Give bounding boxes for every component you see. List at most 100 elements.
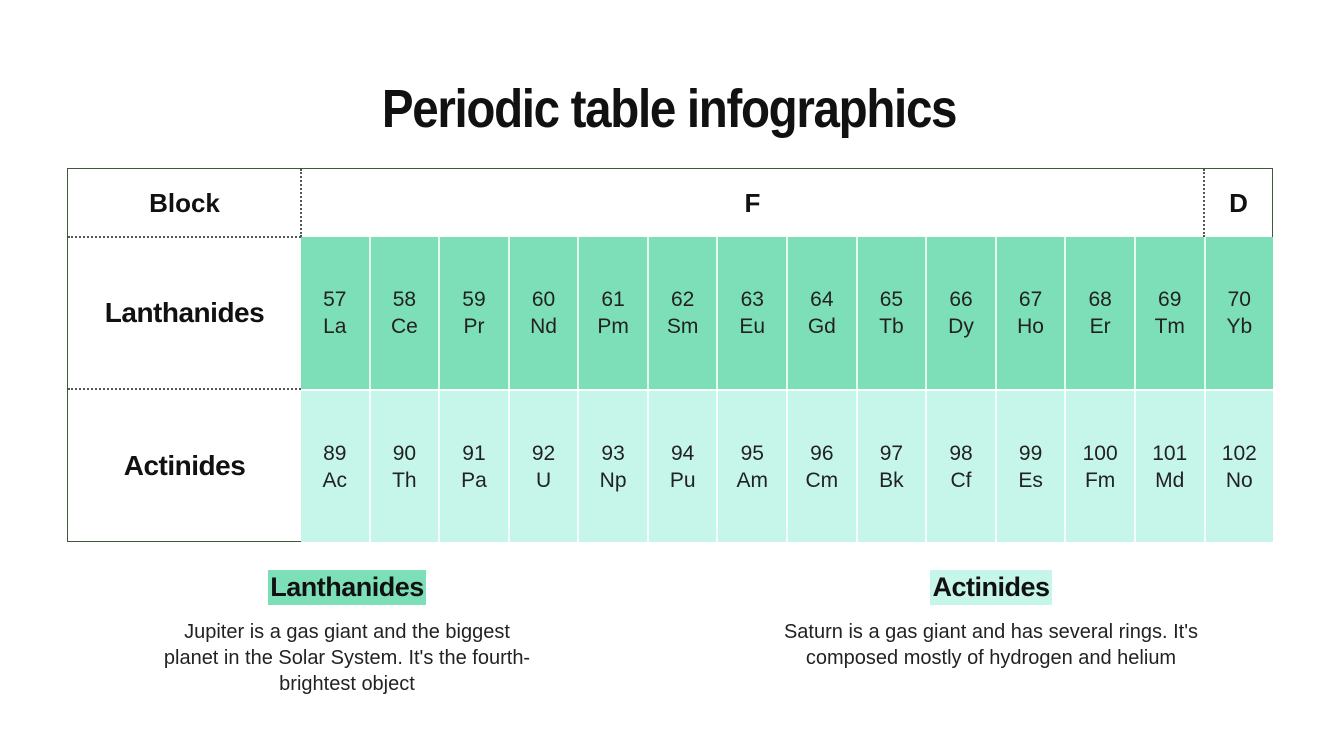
lanthanides-heading: Lanthanides: [268, 570, 426, 605]
element-symbol: Cm: [805, 468, 839, 492]
element-cell: 98 Cf: [927, 391, 997, 542]
element-cell: 101 Md: [1136, 391, 1206, 542]
element-cell: 90 Th: [371, 391, 441, 542]
atomic-number: 99: [1018, 441, 1043, 465]
element-symbol: Tm: [1154, 315, 1185, 338]
atomic-number: 92: [531, 441, 556, 465]
atomic-number: 101: [1152, 441, 1188, 465]
element-cell: 94 Pu: [649, 391, 719, 542]
element-symbol: Dy: [948, 315, 974, 338]
atomic-number: 63: [740, 288, 764, 311]
element-symbol: Nd: [530, 315, 557, 338]
element-symbol: Md: [1155, 468, 1185, 492]
element-symbol: Pa: [461, 468, 487, 492]
atomic-number: 102: [1221, 441, 1257, 465]
element-symbol: Tb: [879, 315, 904, 338]
atomic-number: 98: [949, 441, 973, 465]
lanthanides-description: Jupiter is a gas giant and the biggest p…: [163, 621, 531, 695]
element-symbol: Fm: [1084, 468, 1116, 492]
atomic-number: 58: [392, 288, 417, 311]
element-cell: 96 Cm: [788, 391, 858, 542]
element-symbol: Es: [1018, 468, 1043, 492]
element-cell: 69 Tm: [1136, 237, 1206, 389]
element-symbol: Eu: [739, 315, 766, 338]
block-header-label: Block: [149, 187, 220, 218]
actinides-description: Saturn is a gas giant and has several ri…: [783, 621, 1199, 669]
element-cell: 102 No: [1206, 391, 1274, 542]
element-symbol: No: [1225, 468, 1253, 492]
atomic-number: 66: [949, 288, 973, 311]
atomic-number: 64: [810, 288, 834, 311]
element-symbol: Ce: [390, 315, 418, 338]
actinides-section: Actinides Saturn is a gas giant and has …: [711, 570, 1271, 671]
element-symbol: Pm: [597, 315, 629, 338]
divider: [300, 169, 302, 237]
divider: [1203, 169, 1205, 237]
element-cell: 92 U: [510, 391, 580, 542]
atomic-number: 70: [1227, 288, 1251, 311]
element-cell: 59 Pr: [440, 237, 510, 389]
atomic-number: 90: [392, 441, 417, 465]
element-cell: 93 Np: [579, 391, 649, 542]
element-cell: 68 Er: [1066, 237, 1136, 389]
element-symbol: Np: [599, 468, 627, 492]
row-label-lanthanides: Lanthanides: [104, 297, 265, 328]
element-cell: 57 La: [301, 237, 371, 389]
atomic-number: 68: [1088, 288, 1112, 311]
element-symbol: U: [535, 468, 552, 492]
row-label-actinides: Actinides: [123, 449, 246, 481]
element-symbol: Er: [1089, 315, 1111, 338]
atomic-number: 97: [879, 441, 904, 465]
actinides-heading: Actinides: [930, 570, 1052, 605]
atomic-number: 94: [671, 441, 695, 465]
page-title: Periodic table infographics: [381, 79, 958, 139]
element-symbol: Pr: [463, 315, 485, 338]
element-symbol: Pu: [669, 468, 696, 492]
element-cell: 65 Tb: [858, 237, 928, 389]
element-symbol: Ac: [322, 468, 348, 492]
element-cell: 67 Ho: [997, 237, 1067, 389]
actinides-row: 89 Ac 90 Th 91 Pa 92 U 93 Np 94 Pu 95 Am 96 Cm 97 Bk 98 Cf 9…: [301, 389, 1273, 542]
lanthanides-row: 57 La 58 Ce 59 Pr 60 Nd 61 Pm 62 Sm 63 Eu 64 Gd 65 Tb 66 Dy…: [301, 237, 1273, 389]
element-cell: 64 Gd: [788, 237, 858, 389]
atomic-number: 60: [531, 288, 556, 311]
atomic-number: 96: [810, 441, 834, 465]
atomic-number: 59: [462, 288, 486, 311]
element-symbol: Sm: [666, 315, 699, 338]
element-symbol: Gd: [807, 315, 836, 338]
atomic-number: 62: [671, 288, 695, 311]
element-cell: 100 Fm: [1066, 391, 1136, 542]
atomic-number: 93: [601, 441, 625, 465]
block-f-header: F: [744, 187, 761, 218]
element-symbol: Am: [736, 468, 769, 492]
periodic-table: Block F D Lanthanides Actinides 57 La 58 Ce…: [67, 168, 1273, 542]
atomic-number: 65: [879, 288, 904, 311]
element-cell: 62 Sm: [649, 237, 719, 389]
element-symbol: Th: [392, 468, 417, 492]
divider: [68, 388, 301, 390]
element-cell: 60 Nd: [510, 237, 580, 389]
element-cell: 95 Am: [718, 391, 789, 542]
element-symbol: Yb: [1226, 315, 1253, 338]
lanthanides-section: Lanthanides Jupiter is a gas giant and t…: [67, 570, 627, 697]
element-symbol: Bk: [879, 468, 904, 492]
atomic-number: 100: [1082, 441, 1118, 465]
divider: [68, 236, 301, 238]
element-cell: 97 Bk: [858, 391, 928, 542]
element-symbol: La: [323, 315, 347, 338]
element-cell: 58 Ce: [371, 237, 441, 389]
element-cell: 89 Ac: [301, 391, 371, 542]
element-cell: 91 Pa: [440, 391, 510, 542]
atomic-number: 95: [740, 441, 764, 465]
element-symbol: Ho: [1017, 315, 1044, 338]
atomic-number: 67: [1018, 288, 1043, 311]
block-d-header: D: [1229, 187, 1248, 218]
element-symbol: Cf: [950, 468, 972, 492]
atomic-number: 69: [1158, 288, 1182, 311]
atomic-number: 89: [323, 441, 347, 465]
element-cell: 61 Pm: [579, 237, 649, 389]
atomic-number: 57: [323, 288, 347, 311]
element-cell: 63 Eu: [718, 237, 789, 389]
element-cell: 70 Yb: [1206, 237, 1274, 389]
element-cell: 66 Dy: [927, 237, 997, 389]
